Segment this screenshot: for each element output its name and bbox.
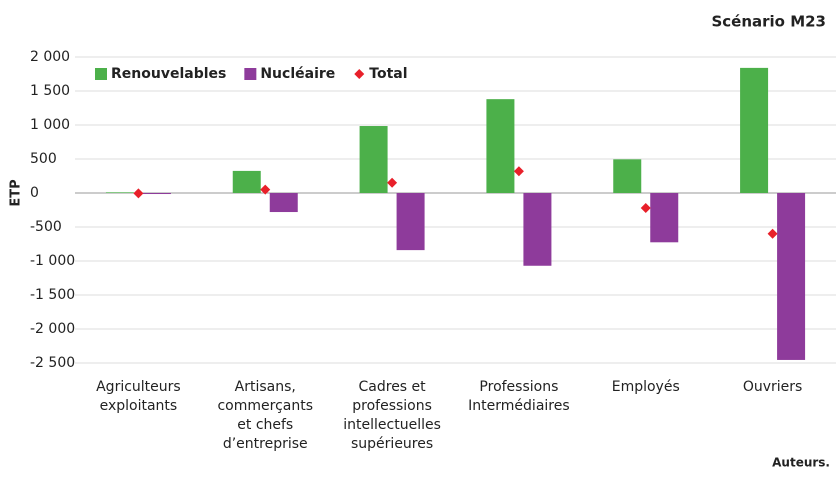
y-tick-label: 0	[30, 185, 39, 201]
marker	[387, 177, 398, 188]
x-tick-label: Employés	[612, 379, 680, 395]
bar	[740, 67, 769, 193]
x-tick-label: supérieures	[351, 436, 433, 452]
x-tick-label: et chefs	[237, 417, 293, 433]
marker	[640, 202, 651, 213]
bar	[396, 193, 425, 251]
legend-swatch	[244, 68, 257, 80]
bar	[613, 159, 642, 193]
bar	[232, 170, 261, 193]
marker	[260, 184, 271, 195]
y-tick-label: -1 500	[30, 287, 75, 303]
source: Auteurs.	[772, 456, 830, 470]
bar	[777, 193, 806, 360]
x-tick-label: Cadres et	[359, 379, 427, 395]
bar	[269, 193, 298, 213]
x-tick-label: Professions	[479, 379, 558, 395]
y-tick-label: 2 000	[30, 49, 70, 65]
legend-swatch	[354, 69, 365, 79]
x-tick-label: d’entreprise	[223, 436, 308, 452]
marker	[767, 228, 778, 239]
legend-swatch	[95, 68, 107, 80]
marker	[133, 188, 144, 199]
bar	[359, 126, 388, 193]
legend-label: Renouvelables	[111, 66, 226, 82]
x-tick-label: Artisans,	[235, 379, 296, 395]
y-tick-label: 1 000	[30, 117, 70, 133]
x-tick-label: Ouvriers	[743, 379, 803, 395]
y-tick-label: 500	[30, 151, 57, 167]
y-tick-label: -1 000	[30, 253, 75, 269]
bar	[523, 193, 552, 266]
y-tick-label: -2 500	[30, 355, 75, 371]
marker	[513, 166, 524, 177]
bar	[142, 193, 171, 195]
x-tick-label: commerçants	[217, 398, 313, 414]
y-tick-label: -2 000	[30, 321, 75, 337]
legend-label: Total	[369, 66, 407, 82]
x-tick-label: exploitants	[100, 398, 178, 414]
x-tick-label: professions	[352, 398, 432, 414]
y-axis-label: ETP	[9, 179, 24, 206]
bar	[105, 192, 134, 193]
chart-title: Scénario M23	[711, 13, 826, 31]
y-tick-label: -500	[30, 219, 62, 235]
x-tick-label: Intermédiaires	[468, 398, 569, 414]
x-tick-label: intellectuelles	[343, 417, 441, 433]
bar	[650, 193, 679, 243]
bar	[486, 99, 515, 193]
y-tick-label: 1 500	[30, 83, 70, 99]
legend-label: Nucléaire	[260, 66, 335, 82]
x-tick-label: Agriculteurs	[96, 379, 181, 395]
